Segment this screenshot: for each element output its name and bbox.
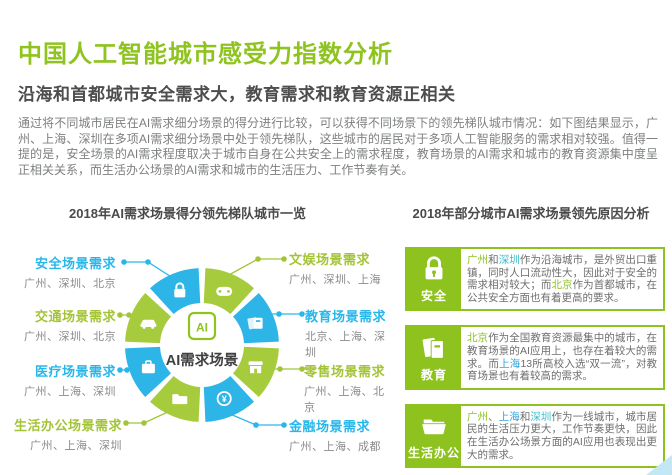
scene-label-finance: 金融场景需求 广州、上海、成都 <box>289 419 381 453</box>
reason-box-life-office: 生活办公 广州、上海和深圳作为一线城市，城市居民的生活压力更大，工作节奏更快，因… <box>405 403 665 469</box>
scene-label-security: 安全场景需求 广州、深圳、北京 <box>24 256 116 290</box>
reason-box-text: 广州和深圳作为沿海城市，是外贸出口重镇，同时人口流动性大，因此对于安全的需求相对… <box>467 254 658 304</box>
wedge-traffic <box>125 293 173 344</box>
reason-boxes: 安全 广州和深圳作为沿海城市，是外贸出口重镇，同时人口流动性大，因此对于安全的需… <box>405 247 665 475</box>
page-subtitle: 沿海和首都城市安全需求大，教育需求和教育资源正相关 <box>18 85 456 104</box>
intro-paragraph: 通过将不同城市居民在AI需求细分场景的得分进行比较，可以获得不同场景下的领先梯队… <box>18 116 658 177</box>
game-controller-icon <box>216 286 233 296</box>
lock-icon <box>425 256 443 280</box>
reason-box-tag: 安全 <box>420 289 447 304</box>
wheel-center <box>160 303 244 387</box>
right-section-title: 2018年部分城市AI需求场景领先原因分析 <box>412 206 650 221</box>
reason-box-text: 广州、上海和深圳作为一线城市，城市居民的生活压力更大，工作节奏更快，因此在生活办… <box>467 410 658 461</box>
corner-decoration <box>646 455 672 475</box>
wheel-center-label: AI需求场景 <box>166 351 239 369</box>
reason-box-tag: 教育 <box>420 367 447 382</box>
folder-icon <box>421 419 447 436</box>
scene-label-medical: 医疗场景需求 广州、上海、深圳 <box>24 364 116 398</box>
medical-case-icon <box>141 360 155 374</box>
reason-box-security: 安全 广州和深圳作为沿海城市，是外贸出口重镇，同时人口流动性大，因此对于安全的需… <box>405 247 665 312</box>
scene-label-entertainment: 文娱场景需求 广州、深圳、上海 <box>289 252 381 286</box>
wheel-chart: ¥ AI AI需求场景 <box>125 268 279 422</box>
reason-box-text: 北京作为全国教育资源最集中的城市，在教育场景的AI应用上，也存在着较大的需求。而… <box>467 332 658 383</box>
storefront-icon <box>248 361 263 374</box>
ai-demand-wheel-diagram: ¥ AI AI需求场景 <box>0 232 390 475</box>
scene-label-education: 教育场景需求 北京、上海、深圳 <box>305 309 387 359</box>
ai-logo-text: AI <box>196 321 208 335</box>
reason-box-tag: 生活办公 <box>407 445 460 460</box>
left-section-title: 2018年AI需求场景得分领先梯队城市一览 <box>69 206 306 221</box>
svg-text:¥: ¥ <box>222 394 227 404</box>
reason-box-education: 教育 北京作为全国教育资源最集中的城市，在教育场景的AI应用上，也存在着较大的需… <box>405 325 665 390</box>
car-icon <box>140 319 157 329</box>
folder-icon <box>172 394 188 405</box>
lock-icon <box>174 282 186 298</box>
scene-label-retail: 零售场景需求 广州、上海、北京 <box>304 364 386 414</box>
scene-label-life-office: 生活办公场景需求 广州、上海、深圳 <box>13 418 122 452</box>
ai-logo-icon <box>187 311 217 341</box>
yen-coin-icon: ¥ <box>216 391 232 407</box>
books-icon <box>247 317 263 330</box>
scene-label-traffic: 交通场景需求 广州、深圳、北京 <box>24 309 116 343</box>
page-title: 中国人工智能城市感受力指数分析 <box>18 41 393 68</box>
books-icon <box>422 337 444 359</box>
wedge-finance <box>203 374 254 422</box>
